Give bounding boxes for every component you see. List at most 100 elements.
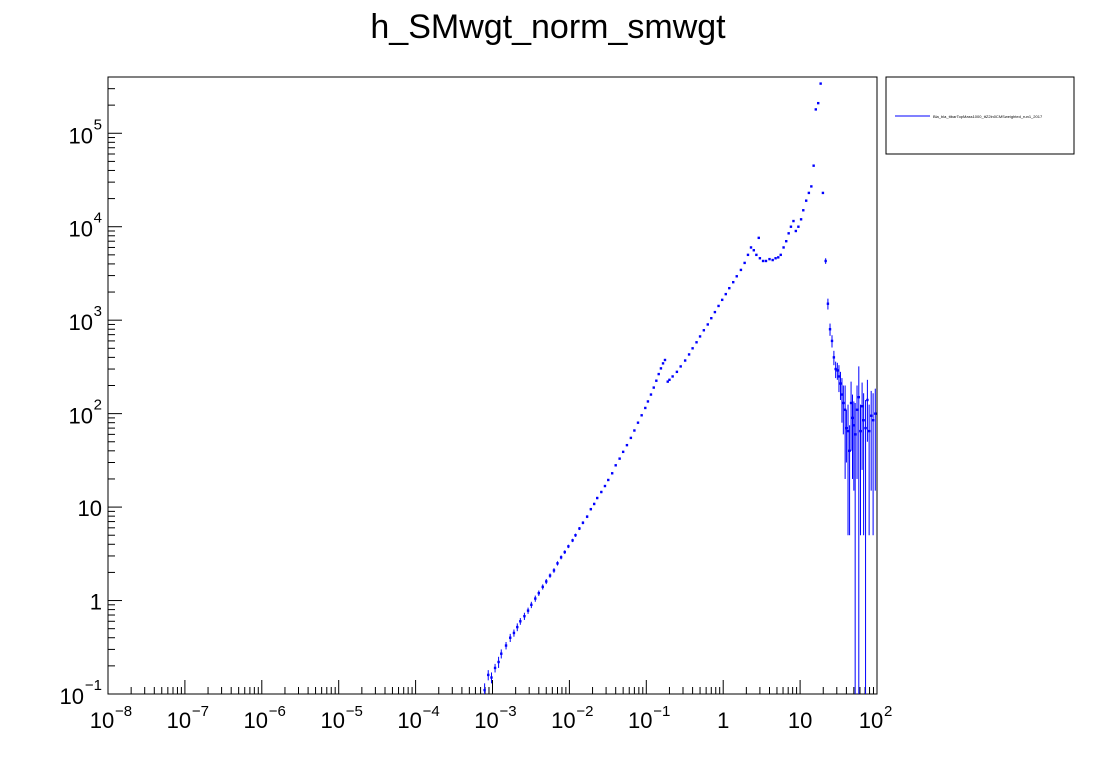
data-point bbox=[655, 379, 658, 382]
data-point bbox=[752, 249, 756, 252]
data-marker bbox=[792, 219, 795, 223]
data-point bbox=[600, 490, 603, 494]
x-tick-label: 10 −7 bbox=[167, 703, 209, 733]
data-point bbox=[661, 362, 665, 365]
data-point bbox=[571, 538, 574, 543]
data-point bbox=[810, 185, 813, 188]
data-marker bbox=[668, 378, 671, 382]
data-marker bbox=[610, 472, 614, 475]
data-marker bbox=[710, 316, 713, 320]
data-point bbox=[860, 382, 864, 470]
data-marker bbox=[574, 534, 577, 537]
data-point bbox=[871, 393, 875, 536]
data-marker bbox=[834, 367, 837, 371]
data-point bbox=[846, 404, 850, 536]
data-point bbox=[862, 393, 865, 536]
y-tick-label-base: 1 bbox=[90, 590, 102, 615]
x-tick-label-exponent: −5 bbox=[346, 703, 363, 720]
data-marker bbox=[530, 603, 533, 607]
data-point bbox=[567, 544, 570, 549]
data-point bbox=[649, 393, 653, 396]
data-point bbox=[666, 380, 669, 383]
data-point bbox=[526, 607, 530, 614]
data-point bbox=[819, 82, 822, 85]
data-point bbox=[755, 253, 758, 257]
data-point bbox=[743, 261, 746, 265]
data-marker bbox=[852, 424, 856, 427]
data-marker bbox=[849, 401, 853, 405]
data-marker bbox=[764, 259, 768, 263]
data-marker bbox=[589, 507, 593, 511]
data-marker bbox=[757, 236, 760, 240]
data-point bbox=[789, 225, 793, 228]
data-marker bbox=[720, 298, 724, 302]
data-point bbox=[710, 316, 713, 320]
data-marker bbox=[857, 395, 861, 399]
data-point bbox=[839, 371, 842, 400]
y-tick-label: 210 bbox=[69, 397, 102, 429]
data-marker bbox=[625, 443, 629, 447]
data-point bbox=[675, 370, 679, 374]
data-marker bbox=[853, 433, 857, 436]
y-tick-label-exponent: 2 bbox=[94, 397, 102, 414]
data-point bbox=[523, 612, 526, 620]
data-point bbox=[640, 414, 643, 417]
data-marker bbox=[541, 585, 544, 589]
data-marker bbox=[789, 225, 793, 228]
data-marker bbox=[846, 429, 850, 433]
data-point bbox=[652, 386, 655, 389]
data-point bbox=[802, 209, 805, 212]
data-marker bbox=[603, 484, 607, 488]
data-point bbox=[757, 236, 760, 240]
data-marker bbox=[797, 225, 800, 228]
data-point bbox=[859, 404, 862, 536]
data-marker bbox=[782, 246, 785, 249]
data-marker bbox=[655, 379, 658, 382]
data-point bbox=[633, 429, 636, 432]
plot-frame bbox=[107, 76, 878, 695]
data-marker bbox=[864, 426, 867, 430]
chart-title: h_SMwgt_norm_smwgt bbox=[370, 8, 726, 46]
data-marker bbox=[867, 429, 871, 433]
data-marker bbox=[728, 286, 731, 290]
data-point bbox=[607, 478, 610, 482]
x-tick-label-base: 10 bbox=[859, 708, 883, 733]
data-point bbox=[585, 515, 589, 519]
x-tick-label-base: 10 bbox=[320, 708, 344, 733]
data-point bbox=[625, 443, 629, 447]
data-marker bbox=[843, 408, 847, 411]
data-point bbox=[826, 298, 830, 310]
data-marker bbox=[596, 496, 599, 500]
x-tick-label-base: 10 bbox=[551, 708, 575, 733]
data-marker bbox=[812, 164, 815, 167]
data-point bbox=[867, 404, 871, 536]
data-point bbox=[702, 329, 706, 332]
data-marker bbox=[500, 652, 503, 655]
data-marker bbox=[614, 464, 617, 467]
data-point bbox=[629, 436, 633, 440]
data-point bbox=[728, 286, 731, 290]
data-marker bbox=[836, 369, 839, 372]
data-marker bbox=[666, 380, 669, 383]
data-marker bbox=[512, 631, 516, 635]
data-marker bbox=[743, 261, 746, 265]
data-marker bbox=[679, 365, 682, 368]
data-point bbox=[679, 365, 682, 368]
data-point bbox=[621, 450, 625, 454]
data-marker bbox=[817, 101, 820, 105]
data-point bbox=[817, 101, 820, 105]
y-tick-label-exponent: 5 bbox=[94, 116, 102, 133]
data-marker bbox=[493, 666, 497, 670]
data-point bbox=[764, 259, 768, 263]
data-point bbox=[857, 366, 861, 694]
data-marker bbox=[761, 259, 765, 263]
y-tick-label: 310 bbox=[69, 303, 102, 335]
data-marker bbox=[537, 591, 540, 595]
data-point bbox=[824, 258, 827, 264]
data-point bbox=[842, 385, 845, 435]
data-point bbox=[537, 590, 540, 596]
data-point bbox=[618, 457, 621, 460]
data-point bbox=[519, 618, 522, 625]
data-point bbox=[614, 464, 617, 467]
data-marker bbox=[799, 218, 803, 221]
